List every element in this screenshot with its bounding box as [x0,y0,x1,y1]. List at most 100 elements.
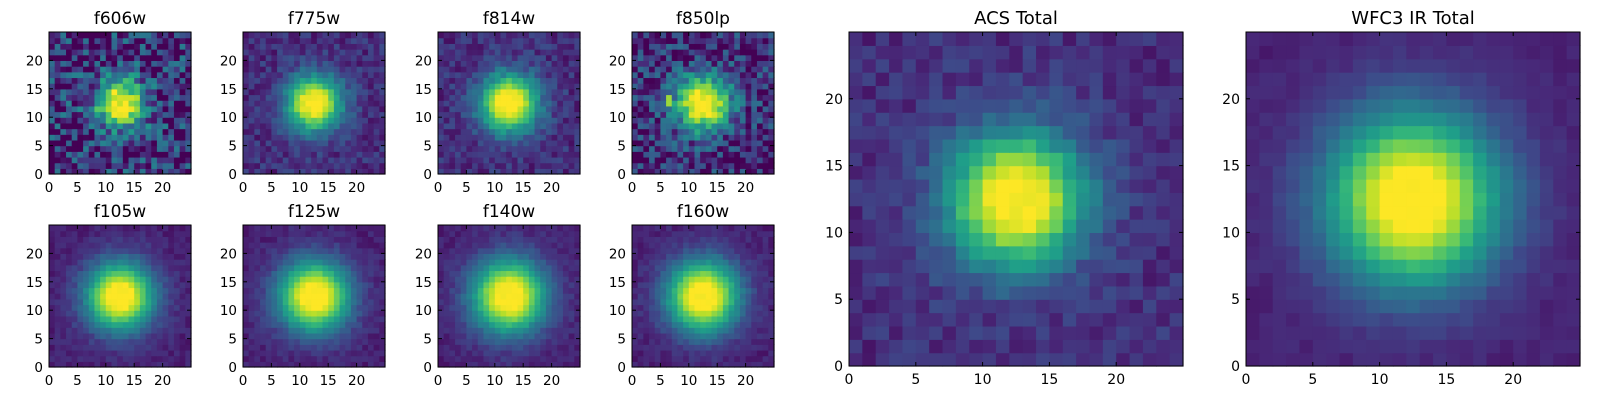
heatmap-cell [322,230,329,237]
heatmap-cell [260,304,267,311]
heatmap-cell [643,37,650,44]
heatmap-cell [356,43,363,50]
heatmap-cell [568,117,575,124]
heatmap-cell [294,49,301,56]
heatmap-cell [277,162,284,169]
heatmap-cell [151,276,158,283]
heatmap-cell [574,60,581,67]
heatmap-cell [728,168,735,175]
heatmap-cell [105,100,113,107]
heatmap-cell [694,66,701,73]
heatmap-cell [299,264,307,272]
heatmap-cell [311,100,318,107]
heatmap-cell [294,293,301,300]
heatmap-cell [528,236,536,243]
heatmap-cell [762,310,769,317]
heatmap-cell [373,88,380,96]
heatmap-cell [728,94,735,101]
heatmap-cell [299,83,307,90]
heatmap-cell [557,304,564,311]
heatmap-cell [660,71,667,79]
heatmap-cell [574,66,581,73]
heatmap-cell [88,264,96,272]
heatmap-cell [557,145,564,152]
heatmap-cell [88,327,96,334]
heatmap-cell [688,145,696,152]
heatmap-cell [574,332,581,340]
heatmap-cell [494,71,502,79]
heatmap-cell [254,293,261,300]
heatmap-cell [523,327,530,334]
heatmap-cell [568,60,575,67]
heatmap-cell [305,162,312,169]
y-tick-label: 5 [34,332,43,348]
heatmap-cell [305,168,312,175]
heatmap-cell [185,293,192,300]
heatmap-cell [173,321,181,328]
heatmap-cell [66,134,73,141]
heatmap-cell [328,49,335,56]
heatmap-cell [311,242,318,249]
heatmap-cell [83,83,90,90]
heatmap-cell [316,361,324,368]
heatmap-cell [362,281,369,289]
heatmap-cell [151,151,158,158]
heatmap-cell [739,310,747,317]
heatmap-cell [438,139,445,147]
heatmap-cell [271,156,278,164]
heatmap-cell [356,134,363,141]
y-tick-label: 20 [415,53,432,69]
heatmap-cell [632,344,639,351]
heatmap-cell [460,94,467,101]
heatmap-cell [438,338,445,345]
heatmap-cell [728,293,735,300]
heatmap-cell [260,54,267,61]
heatmap-cell [83,332,90,340]
heatmap-cell [294,225,301,232]
heatmap-cell [105,134,113,141]
heatmap-cell [379,310,386,317]
heatmap-cell [117,43,124,50]
heatmap-cell [49,54,56,61]
heatmap-cell [83,139,90,147]
heatmap-cell [534,281,541,289]
heatmap-cell [677,128,684,135]
heatmap-cell [711,77,718,84]
y-tick-label: 20 [609,53,626,69]
heatmap-cell [500,94,507,101]
heatmap-cell [443,88,450,96]
heatmap-cell [83,276,90,283]
heatmap-cell [694,139,701,147]
heatmap-cell [700,293,707,300]
heatmap-cell [562,298,570,306]
heatmap-cell [367,156,375,164]
heatmap-cell [557,293,564,300]
heatmap-cell [265,242,272,249]
heatmap-cell [379,168,386,175]
heatmap-cell [568,293,575,300]
heatmap-cell [455,100,462,107]
heatmap-cell [60,168,67,175]
heatmap-cell [523,310,530,317]
heatmap-cell [671,32,679,39]
heatmap-cell [305,293,312,300]
heatmap-cell [751,60,758,67]
heatmap-cell [105,151,113,158]
heatmap-cell [660,168,667,175]
heatmap-cells [49,225,192,368]
heatmap-cell [265,105,272,113]
heatmap-cell [643,32,650,39]
heatmap-cell [683,293,690,300]
heatmap-cell [671,54,679,61]
heatmap-cell [322,49,329,56]
heatmap-cell [449,54,456,61]
heatmap-cell [243,327,250,334]
heatmap-cell [677,298,684,306]
heatmap-cell [660,43,667,50]
heatmap-cell [145,37,152,44]
heatmap-cell [105,43,113,50]
heatmap-cell [654,94,661,101]
heatmap-cell [367,49,375,56]
heatmap-cell [637,71,644,79]
